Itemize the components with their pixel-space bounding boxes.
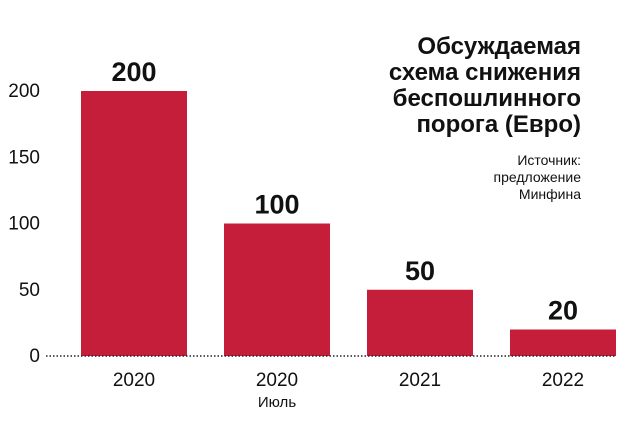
x-tick-label: 2020 [113, 370, 155, 391]
bar-value-label: 200 [111, 57, 156, 87]
data-labels: 200 100 50 20 [111, 57, 578, 326]
source-note: Источник: предложение Минфина [281, 152, 581, 203]
source-line-3: Минфина [518, 186, 581, 202]
bar [367, 289, 473, 356]
x-tick-sublabel: Июль [258, 394, 296, 411]
bar-value-label: 100 [254, 190, 299, 220]
bars [81, 91, 616, 356]
x-axis: 2020 2020 Июль 2021 2022 [113, 370, 584, 411]
chart-title-line-2: схема снижения [388, 59, 581, 86]
y-tick-label: 150 [8, 147, 40, 168]
y-tick-label: 200 [8, 81, 40, 102]
bar [510, 329, 616, 356]
chart-title-block: Обсуждаемая схема снижения беспошлинного… [281, 34, 581, 203]
x-tick-label: 2022 [542, 370, 584, 391]
y-tick-label: 100 [8, 214, 40, 235]
y-tick-label: 0 [29, 346, 40, 367]
chart-title-line-4: порога (Евро) [416, 111, 581, 138]
source-line-2: предложение [493, 169, 581, 185]
source-line-1: Источник: [517, 152, 581, 168]
y-axis: 0 50 100 150 200 [8, 81, 40, 367]
x-tick-label: 2020 [256, 370, 298, 391]
bar-value-label: 50 [405, 256, 435, 286]
chart-title-line-3: беспошлинного [392, 85, 581, 112]
x-tick-label: 2021 [399, 370, 441, 391]
bar-value-label: 20 [548, 296, 578, 326]
chart-title-line-1: Обсуждаемая [417, 33, 581, 60]
bar [81, 91, 187, 356]
bar [224, 223, 330, 356]
y-tick-label: 50 [19, 280, 40, 301]
